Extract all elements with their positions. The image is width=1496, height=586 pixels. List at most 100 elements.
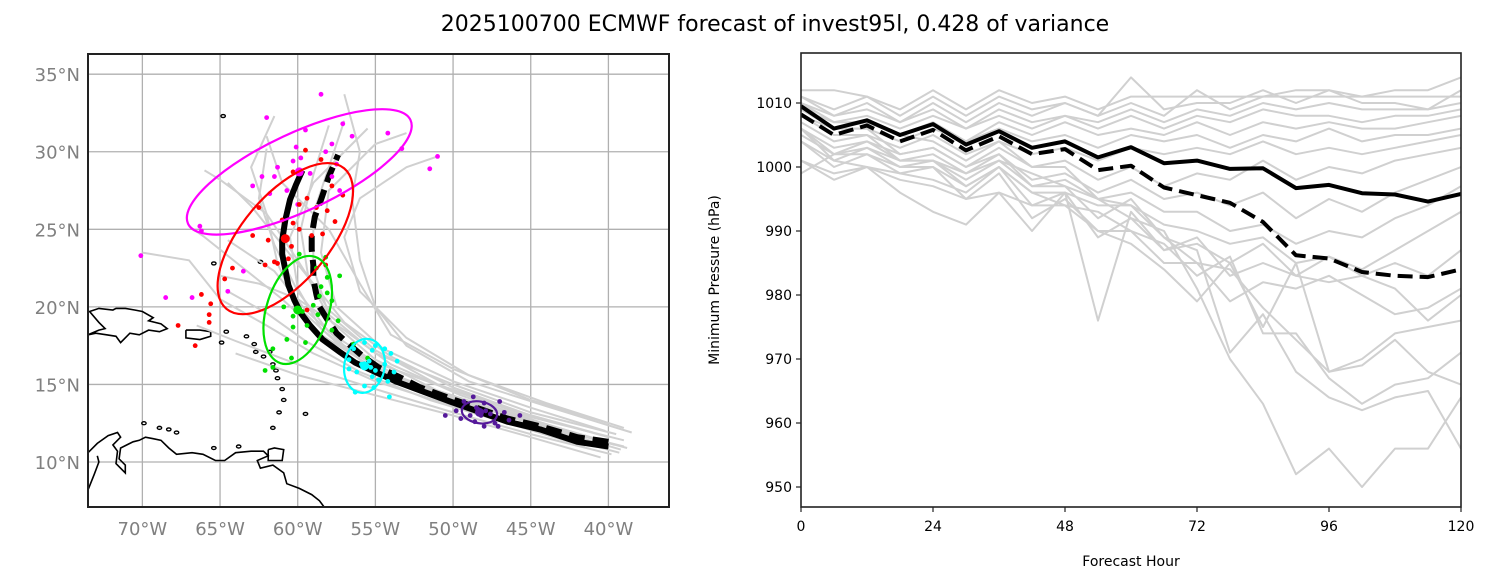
cluster-point-cluster_72h [284, 337, 290, 342]
coastline [185, 329, 212, 341]
cluster-point-cluster_120h [385, 130, 391, 136]
cluster-center-96h [280, 234, 290, 244]
ellipse-48h [342, 337, 387, 394]
map-frame [87, 53, 670, 508]
ensemble-track [219, 274, 615, 446]
y-tick-label: 950 [765, 480, 792, 496]
y-tick-label: 980 [765, 288, 792, 304]
pressure-chart-panel: 0 24 48 72 96 120 950 960 970 980 990 1000 1010 For… [707, 52, 1474, 570]
cluster-point-cluster_48h [346, 366, 352, 372]
pressure-line-ensemble-mean-solid- [801, 104, 1461, 204]
coastline [88, 307, 169, 344]
map-lon-tick-label: 40°W [584, 519, 634, 540]
island [257, 259, 264, 265]
pressure-line-member-10 [801, 127, 1461, 220]
pressure-line-member-9 [801, 127, 1461, 188]
pressure-line-member-5 [801, 102, 1461, 130]
cluster-point-cluster_120h [250, 183, 256, 189]
cluster-point-cluster_96h [296, 226, 302, 232]
ensemble-track [343, 155, 625, 429]
cluster-point-cluster_120h [284, 188, 290, 193]
ellipse-24h [460, 400, 499, 425]
cluster-point-cluster_24h [495, 423, 501, 429]
cluster-point-cluster_24h [501, 409, 507, 415]
pressure-line-ensemble-mean-dashed- [801, 112, 1461, 280]
cluster-point-cluster_120h [337, 188, 343, 193]
y-tick-label: 990 [765, 224, 792, 240]
pressure-line-member-15 [801, 159, 1461, 322]
cluster-point-cluster_96h [206, 312, 212, 318]
island [218, 340, 225, 345]
cluster-point-cluster_24h [487, 411, 493, 417]
pressure-line-member-16 [801, 140, 1461, 373]
cluster-point-cluster_120h [349, 133, 355, 139]
cluster-center-24h [474, 407, 484, 417]
cluster-point-cluster_24h [467, 413, 473, 418]
x-tick-label: 96 [1320, 519, 1338, 535]
x-tick-label: 48 [1056, 519, 1074, 535]
map-longitude-labels: 70°W 65°W 60°W 55°W 50°W 45°W 40°W [118, 519, 634, 540]
ensemble-track [299, 125, 597, 440]
cluster-point-cluster_72h [315, 312, 321, 318]
cluster-point-cluster_96h [304, 307, 310, 313]
map-lat-tick-label: 10°N [35, 453, 80, 474]
cluster-point-cluster_96h [256, 205, 262, 210]
island [223, 329, 230, 334]
cluster-point-cluster_72h [303, 340, 308, 345]
pressure-line-member-20 [801, 108, 1461, 386]
cluster-point-cluster_120h [318, 91, 324, 97]
island [210, 261, 217, 266]
cluster-point-cluster_48h [366, 358, 372, 364]
cluster-point-cluster_72h [289, 355, 294, 361]
cluster-point-cluster_24h [470, 394, 476, 400]
cluster-point-cluster_72h [324, 274, 330, 280]
map-content [88, 91, 632, 507]
cluster-point-cluster_72h [296, 251, 302, 257]
cluster-point-cluster_72h [281, 304, 287, 310]
map-lon-tick-label: 65°W [195, 519, 245, 540]
cluster-point-cluster_120h [138, 253, 144, 259]
cluster-point-cluster_120h [275, 164, 280, 170]
x-tick-label: 72 [1188, 519, 1206, 535]
cluster-point-cluster_120h [435, 153, 440, 159]
cluster-point-cluster_72h [290, 324, 296, 330]
cluster-point-cluster_96h [199, 292, 204, 297]
pressure-line-member-18 [801, 114, 1461, 450]
island [269, 425, 276, 431]
cluster-point-cluster_48h [346, 357, 352, 363]
pressure-x-ticks: 0 24 48 72 96 120 [797, 507, 1474, 535]
cluster-point-cluster_96h [250, 233, 256, 238]
x-tick-label: 0 [797, 519, 806, 535]
cluster-point-cluster_120h [303, 127, 308, 133]
coastlines [88, 113, 325, 507]
cluster-point-cluster_96h [303, 147, 308, 153]
map-lon-tick-label: 55°W [351, 519, 401, 540]
map-latitude-labels: 10°N 15°N 20°N 25°N 30°N 35°N [35, 65, 80, 474]
island [141, 421, 147, 426]
cluster-point-cluster_96h [192, 343, 198, 349]
island [276, 410, 282, 415]
island [279, 386, 286, 392]
pressure-line-member-3 [801, 89, 1461, 124]
coastline [267, 447, 285, 462]
cluster-point-cluster_72h [317, 293, 322, 299]
cluster-point-cluster_48h [368, 364, 374, 370]
island [260, 354, 267, 359]
ellipse-120h [185, 108, 413, 236]
cluster-point-cluster_48h [385, 378, 391, 384]
cluster-point-cluster_120h [329, 141, 335, 147]
island [243, 334, 250, 339]
cluster-point-cluster_24h [506, 417, 512, 423]
cluster-point-cluster_24h [497, 399, 503, 404]
cluster-point-cluster_96h [222, 276, 228, 282]
island [235, 444, 242, 449]
cluster-point-cluster_48h [386, 394, 392, 400]
ellipse-96h [216, 161, 355, 316]
pressure-line-member-2 [801, 76, 1461, 117]
cluster-points [138, 91, 523, 429]
pressure-line-member-1 [801, 89, 1461, 111]
y-tick-label: 960 [765, 416, 792, 432]
map-lat-tick-label: 30°N [35, 143, 80, 164]
y-tick-label: 1010 [756, 96, 792, 112]
